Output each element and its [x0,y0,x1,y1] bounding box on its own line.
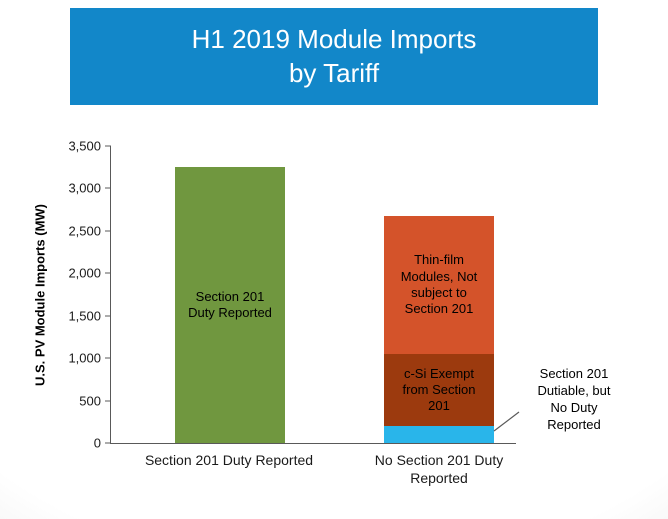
y-tick-mark [105,230,111,232]
y-axis-label: U.S. PV Module Imports (MW) [32,204,48,386]
y-tick-label: 2,500 [68,223,101,239]
x-category-label-2: No Section 201 Duty Reported [374,452,504,486]
y-tick-label: 500 [79,393,101,409]
bar-segment: Section 201 Duty Reported [175,167,285,443]
bar-segment-label: c-Si Exempt from Section 201 [402,365,476,414]
annotation-dutiable-no-duty: Section 201 Dutiable, but No Duty Report… [537,366,611,432]
stacked-bar-1: Section 201 Duty Reported [175,146,285,443]
plot-area: 0 500 1,000 1,500 2,000 2,500 3,000 3,500 Sectio… [68,139,516,451]
bar-segment: c-Si Exempt from Section 201 [384,353,494,427]
y-tick-label: 3,500 [68,138,101,154]
y-tick-mark [105,442,111,444]
stacked-bar-2: c-Si Exempt from Section 201 Thin-film Mo… [384,146,494,443]
y-tick-mark [105,315,111,317]
y-tick-label: 3,000 [68,180,101,196]
y-tick-label: 0 [93,435,101,451]
y-tick-mark [105,272,111,274]
bar-segment-label: Thin-film Modules, Not subject to Sectio… [400,252,478,316]
x-category-label-1: Section 201 Duty Reported [144,452,314,468]
chart-title-banner: H1 2019 Module Imports by Tariff [70,8,598,105]
y-tick-mark [105,400,111,402]
y-tick-mark [105,145,111,147]
chart-title: H1 2019 Module Imports by Tariff [191,23,477,88]
y-tick-label: 1,500 [68,308,101,324]
y-tick-mark [105,187,111,189]
bar-segment-label: Section 201 Duty Reported [188,288,272,321]
bar-segment [384,426,494,443]
bar-segment: Thin-film Modules, Not subject to Sectio… [384,215,494,354]
y-tick-mark [105,357,111,359]
y-tick-label: 2,000 [68,265,101,281]
y-tick-label: 1,000 [68,350,101,366]
